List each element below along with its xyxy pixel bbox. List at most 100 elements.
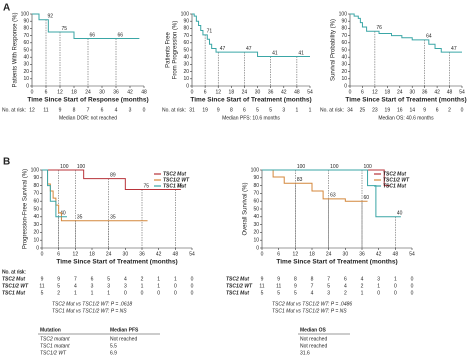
x-tick-label: 0 [31, 89, 34, 95]
x-tick-label: 18 [89, 251, 95, 257]
at-risk-count: 7 [327, 276, 330, 282]
legend-label: TSC1/2 WT [163, 177, 190, 183]
legend-label: TSC1 Mut [383, 183, 406, 189]
annotation: 100 [330, 164, 339, 170]
y-tick-label: 90 [341, 19, 347, 25]
annotation: 100 [364, 164, 373, 170]
y-tick-label: 80 [33, 183, 39, 189]
at-risk-count: 11 [259, 283, 264, 289]
y-axis-label: From Progression (%) [173, 21, 179, 80]
x-tick-label: 12 [73, 251, 79, 257]
x-axis-label: Time Since Start of Treatment (months) [190, 97, 311, 104]
at-risk-count: 1 [74, 290, 77, 296]
annotation: 89 [110, 172, 116, 178]
legend-label: TSC1 Mut [163, 183, 186, 189]
at-risk-count: 0 [377, 290, 380, 296]
at-risk-count: 5 [261, 290, 264, 296]
x-tick-label: 54 [189, 251, 195, 257]
y-tick-label: 30 [341, 62, 347, 68]
y-tick-label: 40 [253, 214, 259, 220]
annotation: 66 [90, 32, 96, 38]
y-tick-label: 40 [33, 214, 39, 220]
at-risk-count: 23 [372, 107, 378, 113]
y-tick-label: 0 [26, 83, 29, 89]
y-tick-label: 70 [183, 33, 189, 39]
x-tick-label: 12 [57, 89, 63, 95]
x-tick-label: 12 [215, 89, 221, 95]
at-risk-count: 9 [57, 276, 60, 282]
y-tick-label: 70 [341, 33, 347, 39]
annotation: 92 [48, 14, 54, 20]
y-tick-label: 40 [23, 55, 29, 61]
y-axis-label: Progression-Free Survival (%) [23, 169, 29, 249]
y-tick-label: 0 [256, 245, 259, 251]
y-tick-label: 100 [181, 11, 190, 17]
x-tick-label: 54 [307, 89, 313, 95]
x-tick-label: 48 [393, 251, 399, 257]
x-tick-label: 24 [326, 251, 332, 257]
at-risk-count: 1 [394, 276, 397, 282]
x-tick-label: 24 [397, 89, 403, 95]
at-risk-count: 9 [217, 107, 220, 113]
at-risk-label: No. at risk: [320, 107, 344, 113]
x-tick-label: 42 [376, 251, 382, 257]
at-risk-count: 6 [243, 107, 246, 113]
at-risk-count: 8 [294, 276, 297, 282]
table-cell: Not reached [110, 336, 137, 342]
x-tick-label: 0 [41, 251, 44, 257]
at-risk-count: 5 [277, 290, 280, 296]
at-risk-count: 8 [230, 107, 233, 113]
at-risk-count: 3 [124, 283, 127, 289]
y-tick-label: 80 [253, 183, 259, 189]
at-risk-count: 2 [361, 283, 364, 289]
at-risk-count: 2 [141, 276, 144, 282]
median-note: Median OS: 40.6 months [378, 115, 434, 121]
y-tick-label: 30 [183, 62, 189, 68]
y-tick-label: 90 [33, 175, 39, 181]
table-cell: Not reached [300, 336, 327, 342]
at-risk-count: 0 [141, 290, 144, 296]
at-risk-count: 4 [311, 290, 314, 296]
x-tick-label: 6 [277, 251, 280, 257]
at-risk-count: 9 [261, 276, 264, 282]
x-axis-label: Time Since Start of Response (months) [27, 97, 148, 104]
at-risk-count: 19 [385, 107, 391, 113]
at-risk-count: 1 [157, 283, 160, 289]
at-risk-count: 1 [174, 276, 177, 282]
x-tick-label: 36 [422, 89, 428, 95]
panel-label: A [3, 3, 10, 14]
median-note: Median DOR: not reached [59, 115, 117, 121]
at-risk-count: 0 [191, 276, 194, 282]
annotation: 40 [60, 211, 66, 217]
y-tick-label: 30 [33, 222, 39, 228]
annotation: 47 [451, 46, 457, 52]
km-curve [262, 169, 401, 218]
at-risk-count: 19 [202, 107, 208, 113]
km-curve [42, 169, 148, 222]
x-axis-label: Time Since Start of Treatment (months) [56, 259, 177, 266]
y-tick-label: 70 [33, 191, 39, 197]
y-axis-label: Patients Free [166, 31, 172, 67]
x-tick-label: 48 [173, 251, 179, 257]
x-tick-label: 36 [139, 251, 145, 257]
x-tick-label: 36 [359, 251, 365, 257]
legend-label: TSC1/2 WT [383, 177, 410, 183]
annotation: 60 [364, 195, 370, 201]
annotation: 41 [272, 50, 278, 56]
at-risk-count: 5 [327, 283, 330, 289]
table-cell: 5.5 [110, 343, 117, 349]
annotation: 76 [376, 25, 382, 31]
table-cell: TSC2 mutant [40, 336, 70, 342]
x-tick-label: 0 [349, 89, 352, 95]
legend-label: TSC2 Mut [163, 171, 186, 177]
annotation: 100 [297, 164, 306, 170]
at-risk-count: 0 [174, 290, 177, 296]
x-tick-label: 18 [71, 89, 77, 95]
at-risk-count: 4 [124, 276, 127, 282]
at-risk-count: 3 [282, 107, 285, 113]
x-tick-label: 30 [123, 251, 129, 257]
y-tick-label: 100 [251, 167, 260, 173]
y-tick-label: 20 [23, 69, 29, 75]
y-tick-label: 70 [23, 33, 29, 39]
y-tick-label: 50 [341, 47, 347, 53]
